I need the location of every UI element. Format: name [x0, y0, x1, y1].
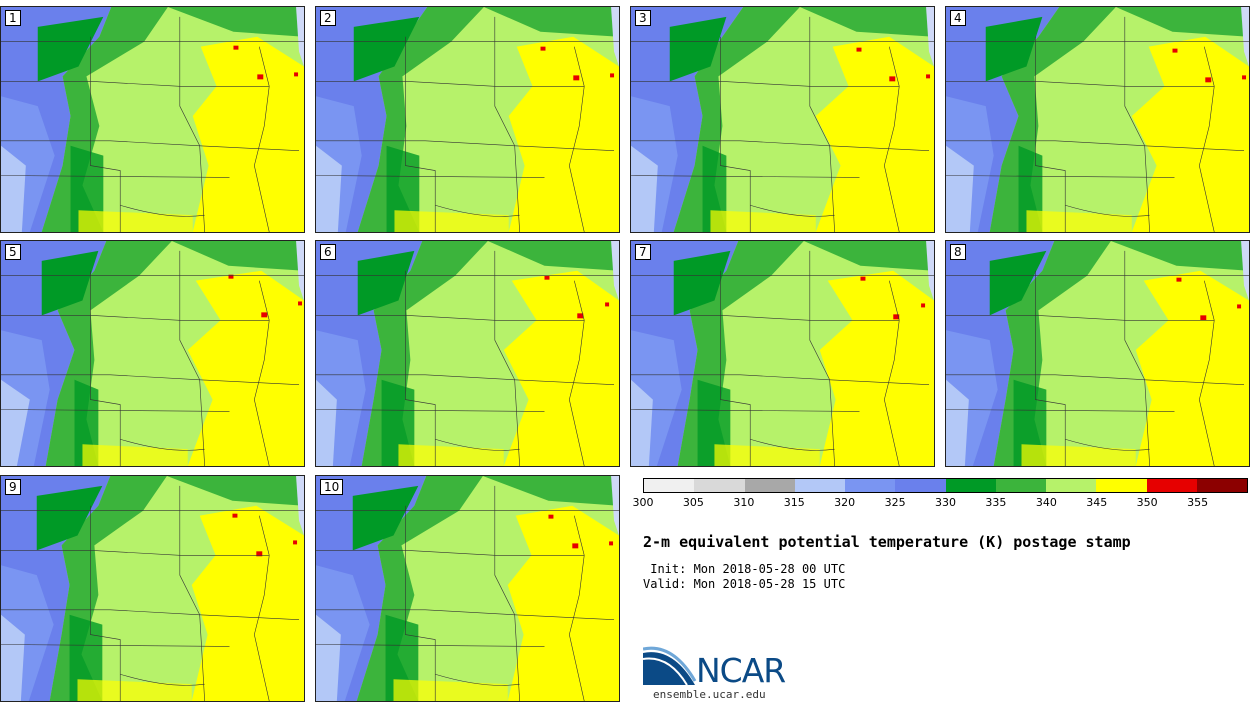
- colorbar-segment: [1096, 479, 1147, 492]
- colorbar-tick-label: 310: [733, 496, 755, 509]
- stamp-label: 9: [5, 479, 21, 495]
- colorbar-tick-label: 340: [1035, 496, 1057, 509]
- colorbar-segment: [694, 479, 745, 492]
- site-url: ensemble.ucar.edu: [653, 688, 766, 701]
- stamp-label: 6: [320, 244, 336, 260]
- init-time: Init: Mon 2018-05-28 00 UTC: [643, 562, 846, 576]
- colorbar-segment: [744, 479, 795, 492]
- colorbar-segment: [995, 479, 1046, 492]
- figure-title: 2-m equivalent potential temperature (K)…: [643, 533, 1131, 551]
- colorbar-tick-label: 350: [1136, 496, 1158, 509]
- colorbar-tick-label: 335: [985, 496, 1007, 509]
- stamp-label: 5: [5, 244, 21, 260]
- stamp-label: 1: [5, 10, 21, 26]
- map-stamp: 1: [0, 6, 305, 233]
- map-stamp: 10: [315, 475, 620, 702]
- colorbar-tick-label: 305: [682, 496, 704, 509]
- ncar-logo-text: NCAR: [696, 651, 786, 690]
- colorbar-tick-label: 315: [783, 496, 805, 509]
- colorbar-tick-label: 355: [1187, 496, 1209, 509]
- map-stamp: 4: [945, 6, 1250, 233]
- colorbar-segment: [1146, 479, 1197, 492]
- map-stamp: 2: [315, 6, 620, 233]
- colorbar-tick-label: 325: [884, 496, 906, 509]
- colorbar-segment: [644, 479, 695, 492]
- map-stamp: 8: [945, 240, 1250, 467]
- colorbar-tick-label: 345: [1086, 496, 1108, 509]
- stamp-label: 8: [950, 244, 966, 260]
- map-stamp: 9: [0, 475, 305, 702]
- ncar-logo-icon: [643, 646, 697, 686]
- map-stamp: 6: [315, 240, 620, 467]
- colorbar-tick-label: 330: [935, 496, 956, 509]
- colorbar-segment: [1196, 479, 1247, 492]
- map-stamp: 3: [630, 6, 935, 233]
- valid-time: Valid: Mon 2018-05-28 15 UTC: [643, 577, 846, 591]
- stamp-label: 10: [320, 479, 344, 495]
- stamp-label: 7: [635, 244, 651, 260]
- stamp-label: 3: [635, 10, 651, 26]
- colorbar: [643, 478, 1248, 493]
- map-stamp: 5: [0, 240, 305, 467]
- map-stamp: 7: [630, 240, 935, 467]
- colorbar-segment: [1046, 479, 1097, 492]
- colorbar-segment: [945, 479, 996, 492]
- colorbar-segment: [794, 479, 845, 492]
- colorbar-tick-label: 320: [834, 496, 856, 509]
- colorbar-segment: [895, 479, 946, 492]
- colorbar-segment: [845, 479, 896, 492]
- stamp-label: 2: [320, 10, 336, 26]
- colorbar-tick-label: 300: [632, 496, 654, 509]
- colorbar-ticks: 300 305 310 315 320 325 330 335 340 345 350 355: [633, 496, 1248, 512]
- stamp-label: 4: [950, 10, 966, 26]
